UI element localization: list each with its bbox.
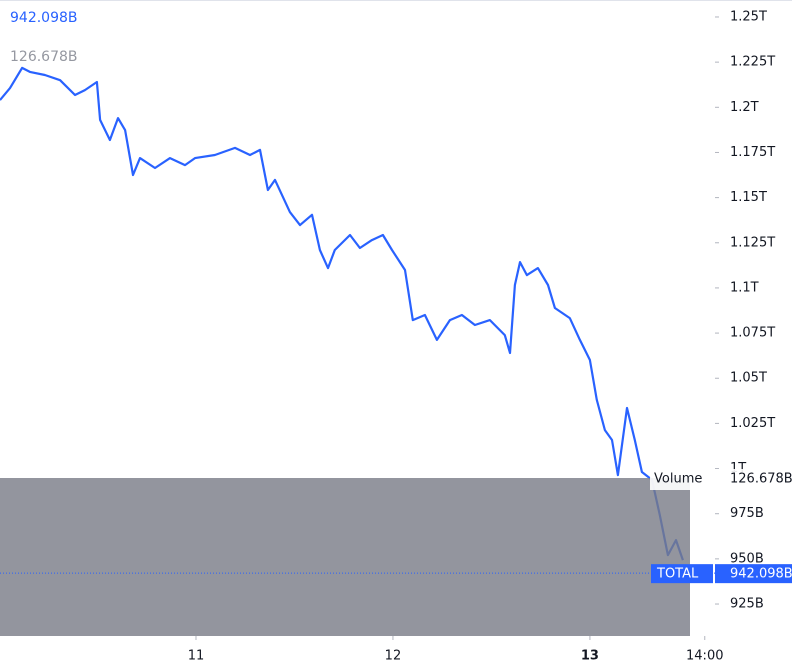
- volume-value: 126.678B: [730, 472, 792, 487]
- y-tick-label: 1.175T: [730, 145, 775, 160]
- y-tick-label: 1.05T: [730, 371, 767, 386]
- last-value-label: 942.098B: [730, 567, 792, 582]
- x-tick-label: 11: [188, 649, 205, 664]
- y-tick-label: 1.25T: [730, 9, 767, 24]
- y-tick-label: 1.225T: [730, 55, 775, 70]
- y-tick-label: 1.1T: [730, 280, 759, 295]
- y-tick-label: 975B: [730, 506, 764, 521]
- x-tick-label: 12: [385, 649, 402, 664]
- y-tick-label: 1.075T: [730, 326, 775, 341]
- x-tick-label: 13: [581, 649, 599, 664]
- y-tick-label: 1.025T: [730, 416, 775, 431]
- header-last-value: 942.098B: [10, 10, 78, 26]
- y-tick-label: 1.125T: [730, 235, 775, 250]
- line-series: [0, 66, 684, 561]
- y-tick-label: 1.15T: [730, 190, 767, 205]
- volume-name: Volume: [654, 472, 702, 487]
- y-tick-label: 950B: [730, 551, 764, 566]
- y-tick-label: 1.2T: [730, 100, 759, 115]
- y-tick-label: 925B: [730, 597, 764, 612]
- series-name-pill: [651, 564, 713, 584]
- header-volume: 126.678B: [10, 49, 78, 65]
- series-name: TOTAL: [656, 567, 699, 582]
- volume-row: [650, 469, 792, 490]
- last-value-pill: [715, 564, 792, 584]
- volume-area: [0, 478, 690, 636]
- x-tick-label: 14:00: [686, 649, 723, 664]
